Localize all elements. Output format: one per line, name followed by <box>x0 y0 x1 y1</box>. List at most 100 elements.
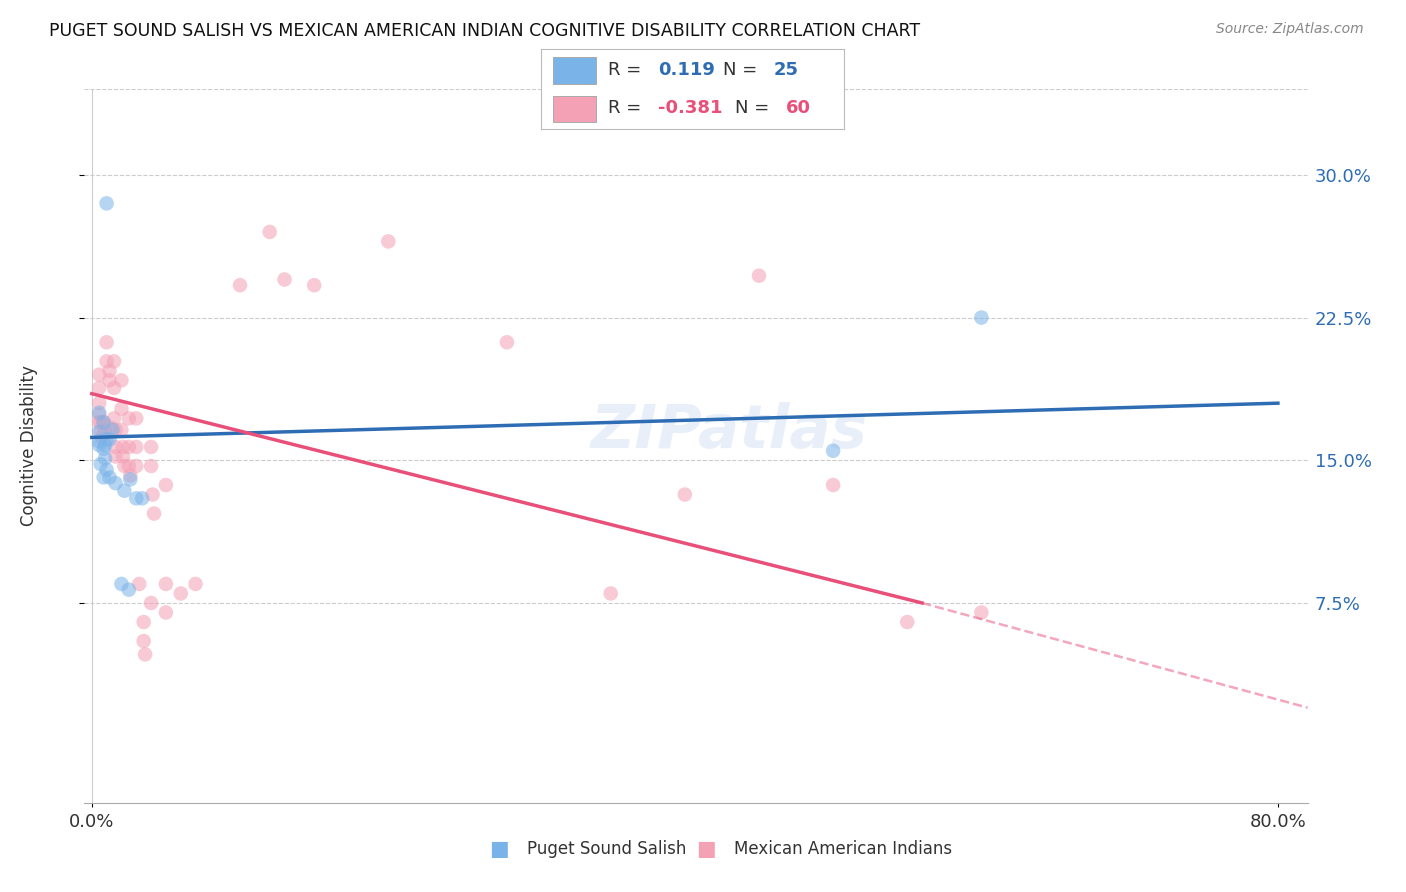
Point <box>89 406 111 420</box>
Point <box>89 381 111 395</box>
Point <box>93 415 115 429</box>
Point <box>96 433 118 447</box>
Point <box>823 443 845 458</box>
Text: Source: ZipAtlas.com: Source: ZipAtlas.com <box>1216 22 1364 37</box>
Point <box>823 478 845 492</box>
Point <box>112 458 135 473</box>
Point <box>302 278 325 293</box>
Point <box>94 425 117 439</box>
Point <box>101 423 124 437</box>
Point <box>273 272 295 286</box>
Point <box>98 470 121 484</box>
Point <box>100 421 122 435</box>
Point <box>118 411 141 425</box>
Point <box>125 411 148 425</box>
Point <box>120 468 142 483</box>
Text: R =: R = <box>607 99 647 117</box>
Point <box>111 440 134 454</box>
Text: PUGET SOUND SALISH VS MEXICAN AMERICAN INDIAN COGNITIVE DISABILITY CORRELATION C: PUGET SOUND SALISH VS MEXICAN AMERICAN I… <box>49 22 921 40</box>
Point <box>970 310 993 325</box>
Text: 60: 60 <box>786 99 811 117</box>
Point <box>134 648 156 662</box>
Text: R =: R = <box>607 62 647 79</box>
Point <box>93 442 115 456</box>
Point <box>377 235 399 249</box>
Point <box>132 615 155 629</box>
Text: Puget Sound Salish: Puget Sound Salish <box>527 840 686 858</box>
Point <box>103 354 125 368</box>
Text: ■: ■ <box>696 839 716 859</box>
Text: ZIPatlas: ZIPatlas <box>591 402 868 461</box>
Point <box>104 440 127 454</box>
Point <box>120 472 142 486</box>
Point <box>139 440 162 454</box>
Text: Mexican American Indians: Mexican American Indians <box>734 840 952 858</box>
Point <box>96 463 118 477</box>
Point <box>155 577 177 591</box>
Point <box>89 438 111 452</box>
Point <box>131 491 153 506</box>
Point <box>104 450 127 464</box>
Point <box>118 440 141 454</box>
Point <box>118 458 141 473</box>
Point <box>93 470 115 484</box>
Point <box>155 478 177 492</box>
Point <box>496 335 519 350</box>
Point <box>89 434 111 449</box>
Text: ■: ■ <box>489 839 509 859</box>
Point <box>229 278 252 293</box>
Point <box>112 483 135 498</box>
Point <box>155 606 177 620</box>
Point <box>125 491 148 506</box>
Point <box>118 582 141 597</box>
Text: -0.381: -0.381 <box>658 99 723 117</box>
Point <box>89 396 111 410</box>
Text: 25: 25 <box>775 62 799 79</box>
Point <box>104 476 127 491</box>
Point <box>970 606 993 620</box>
Point <box>128 577 150 591</box>
Point <box>259 225 281 239</box>
Point <box>111 450 134 464</box>
Point <box>599 586 621 600</box>
Point <box>139 596 162 610</box>
FancyBboxPatch shape <box>554 95 596 122</box>
Point <box>125 440 148 454</box>
Point <box>98 433 121 447</box>
Point <box>98 364 121 378</box>
Point <box>93 415 115 429</box>
Point <box>139 458 162 473</box>
Point <box>91 430 114 444</box>
Point <box>110 577 132 591</box>
Point <box>110 401 132 416</box>
Text: 0.119: 0.119 <box>658 62 714 79</box>
Point <box>143 507 166 521</box>
Point <box>90 457 112 471</box>
Point <box>896 615 918 629</box>
Point <box>104 423 127 437</box>
Point <box>89 368 111 382</box>
Point <box>170 586 193 600</box>
Point <box>103 411 125 425</box>
Text: N =: N = <box>723 62 762 79</box>
Point <box>132 634 155 648</box>
Point <box>94 438 117 452</box>
Point <box>90 415 112 429</box>
Point <box>96 354 118 368</box>
Point <box>103 381 125 395</box>
Point <box>673 487 696 501</box>
Point <box>125 458 148 473</box>
Point <box>94 451 117 466</box>
FancyBboxPatch shape <box>554 57 596 84</box>
Point <box>89 408 111 422</box>
Point <box>184 577 207 591</box>
Point <box>98 373 121 387</box>
Point <box>96 196 118 211</box>
Text: Cognitive Disability: Cognitive Disability <box>20 366 38 526</box>
Point <box>96 335 118 350</box>
Point <box>90 425 112 439</box>
Point <box>110 373 132 387</box>
Point <box>110 423 132 437</box>
Point <box>748 268 770 283</box>
Point <box>89 425 111 439</box>
